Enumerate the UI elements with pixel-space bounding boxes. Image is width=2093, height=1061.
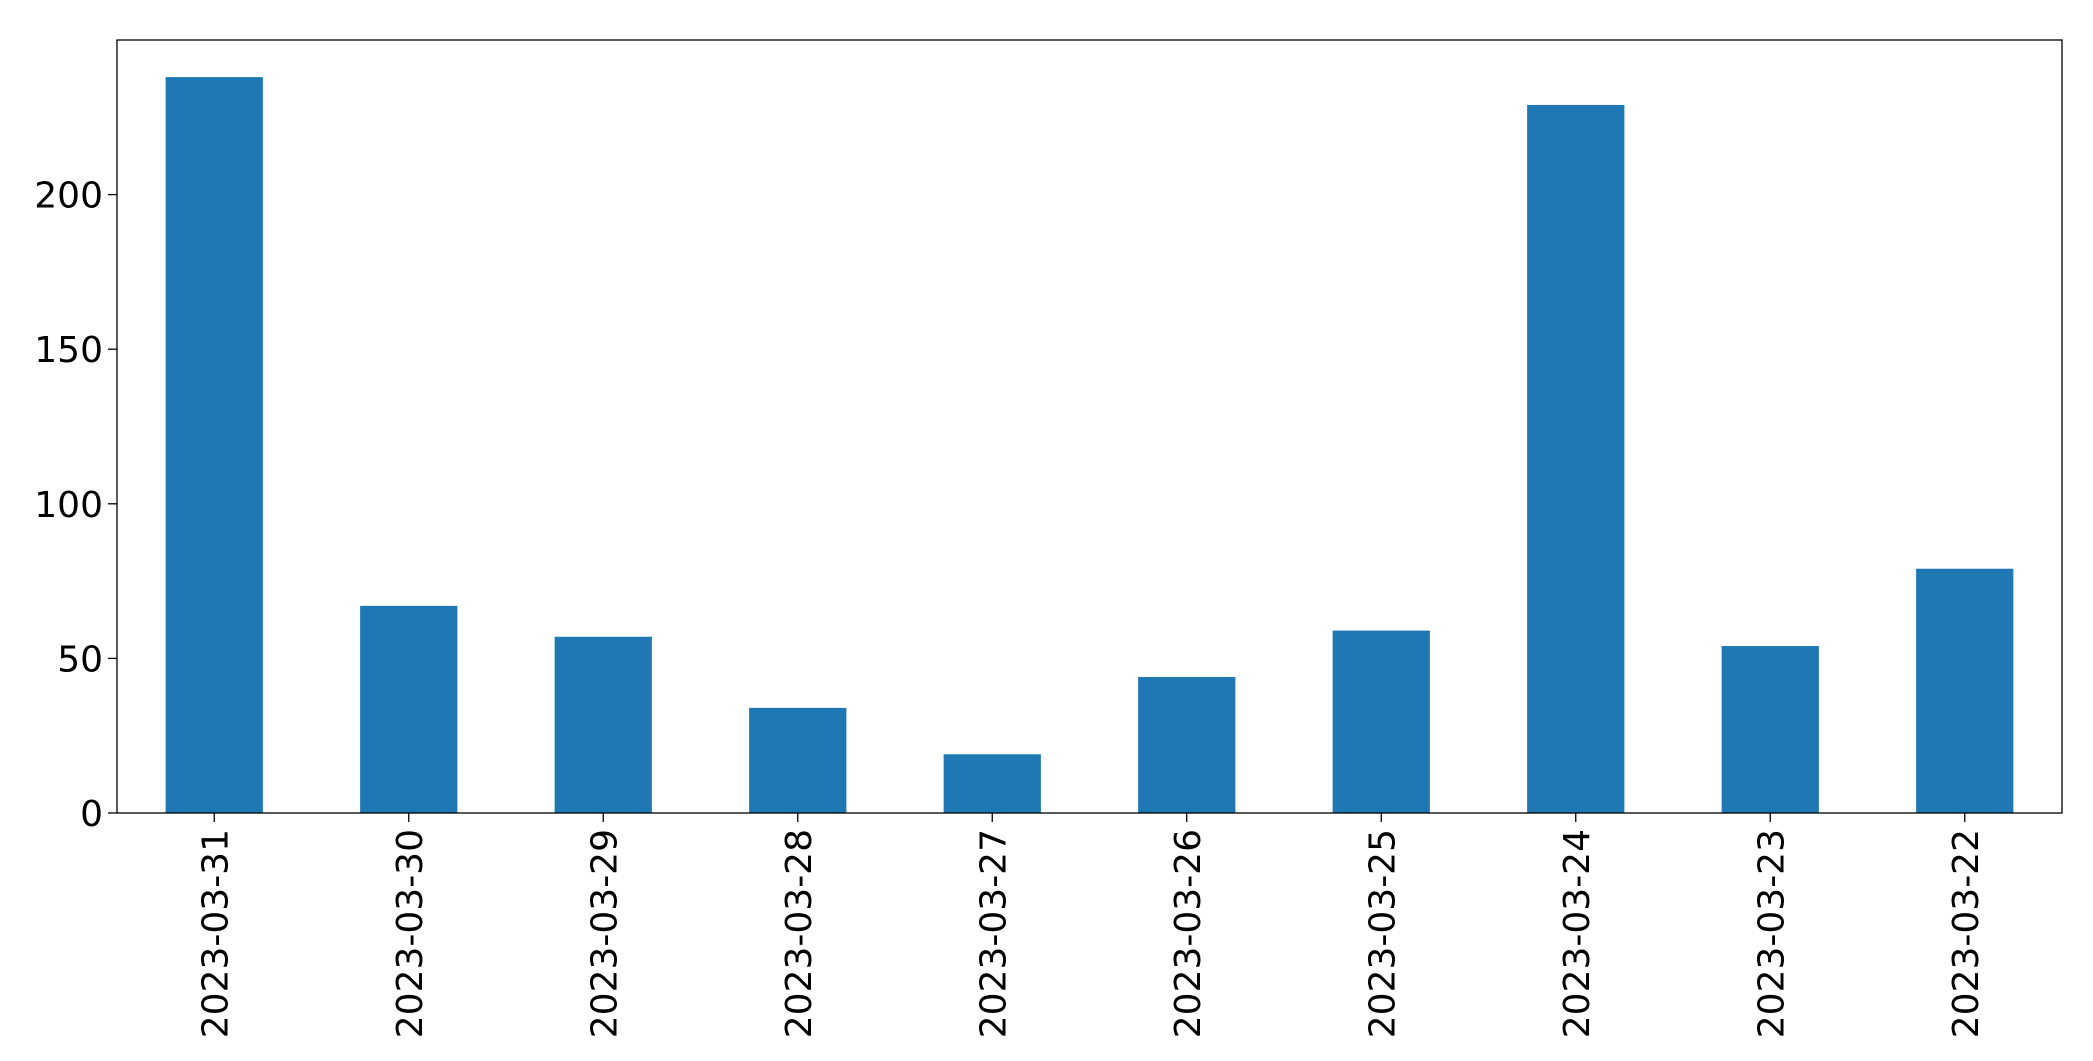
bar xyxy=(1721,646,1819,813)
y-tick-label: 0 xyxy=(80,794,103,835)
bar xyxy=(943,754,1041,813)
x-tick-label: 2023-03-27 xyxy=(973,829,1014,1038)
y-tick-label: 150 xyxy=(34,330,103,371)
bar xyxy=(1916,568,2014,813)
x-tick-label: 2023-03-24 xyxy=(1557,829,1598,1038)
bar xyxy=(554,636,652,813)
axes-frame xyxy=(116,39,2063,814)
bar xyxy=(1332,630,1430,813)
x-tick-label: 2023-03-28 xyxy=(779,829,820,1038)
bar xyxy=(360,605,458,813)
x-tick-label: 2023-03-26 xyxy=(1168,829,1209,1038)
y-tick-label: 50 xyxy=(57,639,103,680)
x-tick-label: 2023-03-30 xyxy=(390,829,431,1038)
x-tick-label: 2023-03-22 xyxy=(1946,829,1987,1038)
x-tick-label: 2023-03-29 xyxy=(584,829,625,1038)
bar xyxy=(165,77,263,813)
x-tick-label: 2023-03-31 xyxy=(195,829,236,1038)
x-tick-label: 2023-03-23 xyxy=(1751,829,1792,1038)
y-tick-label: 200 xyxy=(34,176,103,217)
y-tick-label: 100 xyxy=(34,485,103,526)
x-tick-label: 2023-03-25 xyxy=(1362,829,1403,1038)
bar xyxy=(1527,104,1625,813)
bar xyxy=(1138,676,1236,813)
bar xyxy=(749,707,847,813)
